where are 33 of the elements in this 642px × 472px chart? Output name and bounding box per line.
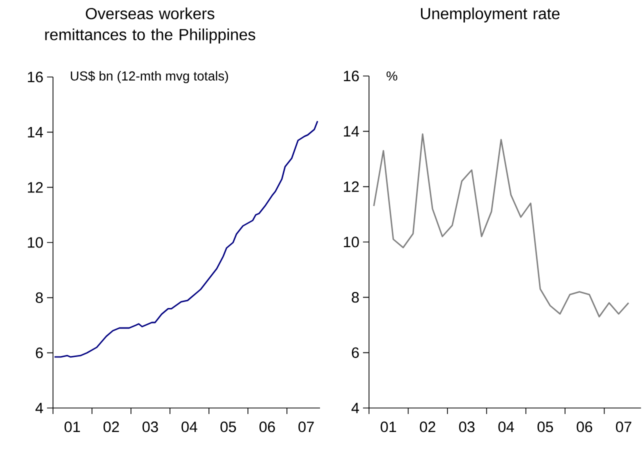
y-axis-title: % <box>386 71 398 81</box>
x-tick-label: 07 <box>298 422 314 432</box>
y-tick-label: 12 <box>28 182 43 193</box>
y-axis-title: US$ bn (12-mth mvg totals) <box>70 70 228 84</box>
x-tick-label: 04 <box>498 422 514 432</box>
y-tick-label: 12 <box>344 181 359 192</box>
y-tick-label: 16 <box>28 72 43 82</box>
line-series <box>373 133 630 318</box>
y-tick-label: 14 <box>28 127 44 138</box>
x-tick-label: 06 <box>259 422 275 432</box>
y-tick-label: 4 <box>351 402 360 414</box>
y-tick-label: 8 <box>36 292 43 303</box>
x-tick-label: 03 <box>142 422 158 432</box>
x-tick-label: 07 <box>616 422 632 432</box>
y-tick-label: 6 <box>36 348 43 358</box>
x-tick-label: 04 <box>182 422 198 432</box>
y-tick-label: 10 <box>344 236 359 248</box>
chart-title: Unemployment rate <box>420 8 560 22</box>
chart-title: Overseas workers remittances to the Philippines <box>45 8 256 44</box>
y-tick-label: 8 <box>352 292 359 303</box>
x-tick-label: 02 <box>420 422 436 432</box>
y-tick-label: 10 <box>28 237 43 248</box>
x-tick-label: 01 <box>380 422 396 432</box>
y-tick-label: 6 <box>352 347 359 358</box>
x-tick-label: 03 <box>459 422 475 432</box>
y-tick-label: 16 <box>344 70 359 82</box>
y-tick-label: 14 <box>344 126 360 136</box>
x-tick-label: 06 <box>576 422 592 432</box>
x-tick-label: 02 <box>104 422 119 432</box>
x-tick-label: 05 <box>538 422 554 432</box>
x-tick-label: 05 <box>220 422 236 432</box>
y-tick-label: 4 <box>35 402 44 414</box>
x-tick-label: 01 <box>64 422 80 432</box>
